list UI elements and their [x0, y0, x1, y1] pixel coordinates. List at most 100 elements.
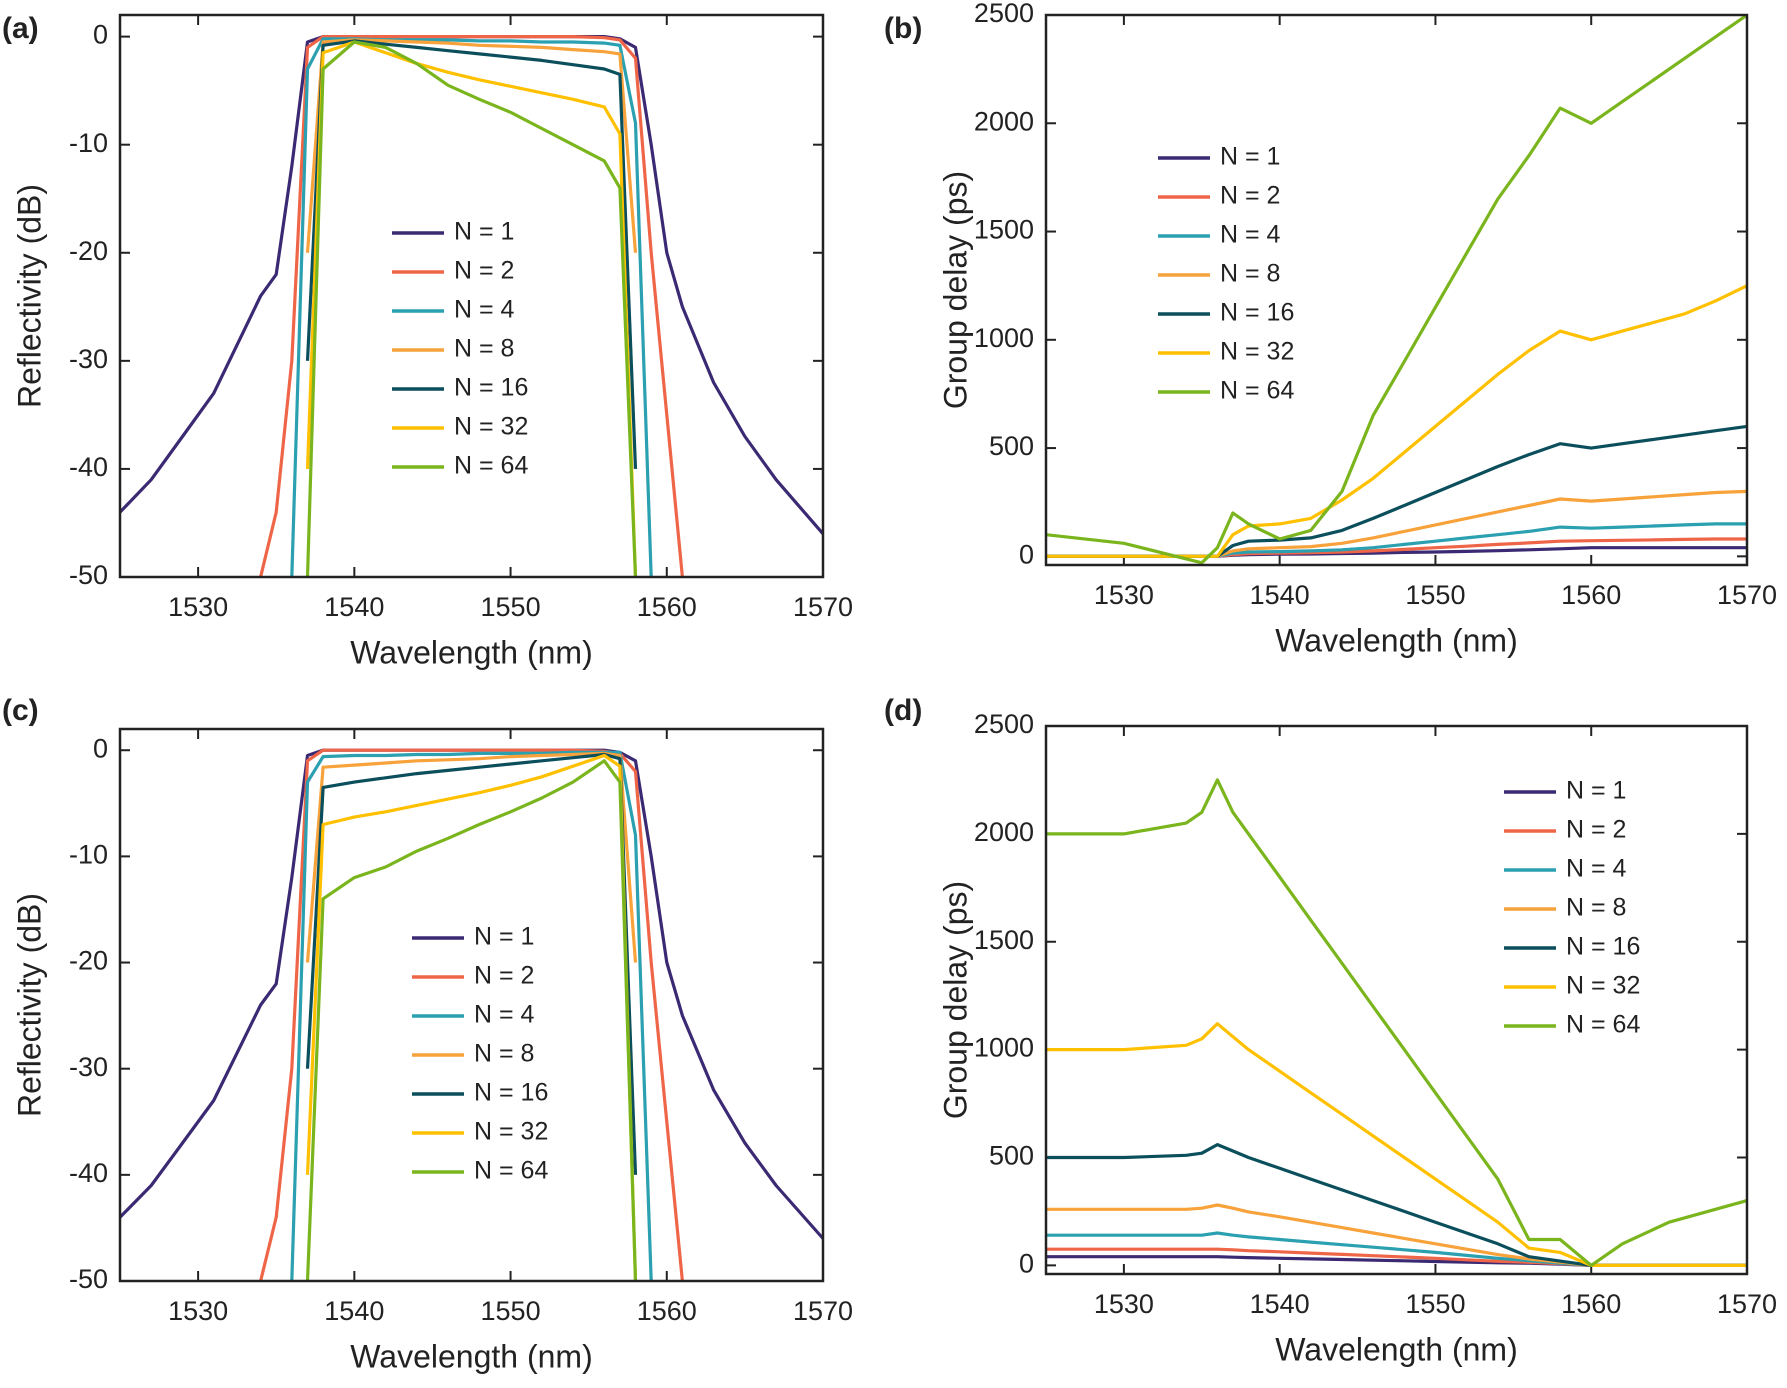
x-tick-label: 1550: [481, 1296, 541, 1326]
plot-frame: [1044, 724, 1749, 1276]
x-tick-label: 1570: [1717, 580, 1777, 610]
y-tick-label: 500: [989, 431, 1034, 461]
panel: (c) 1530 1540 1550 1560 1570 -50 -40 -30 -20 -10 0 W…: [2, 694, 853, 1375]
series-line: [1046, 1143, 1747, 1267]
series-line: [305, 753, 638, 1281]
y-tick-label: 1500: [974, 215, 1034, 245]
series-line: [290, 750, 653, 1281]
x-tick-label: 1550: [1405, 580, 1465, 610]
y-tick-label: -20: [69, 946, 108, 976]
x-tick-label: 1540: [324, 1296, 384, 1326]
legend-label: N = 8: [454, 335, 514, 363]
y-tick-label: -10: [69, 840, 108, 870]
series-group: [1046, 778, 1747, 1267]
y-axis-title: Reflectivity (dB): [11, 893, 47, 1117]
legend-label: N = 32: [474, 1118, 548, 1146]
series-line: [1046, 1022, 1747, 1267]
legend-label: N = 2: [1220, 182, 1280, 210]
y-tick-label: 500: [989, 1141, 1034, 1171]
legend-label: N = 4: [1220, 221, 1281, 249]
y-tick-label: -50: [69, 1264, 108, 1294]
plot-frame: [118, 13, 825, 579]
legend-label: N = 4: [1566, 855, 1627, 883]
panel: (d) 1530 1540 1550 1560 1570 0 500 1000 1500 2000 2…: [884, 694, 1777, 1368]
series-line: [305, 751, 638, 963]
x-tick-label: 1570: [1717, 1289, 1777, 1319]
x-tick-label: 1560: [637, 592, 697, 622]
legend-label: N = 16: [474, 1079, 548, 1107]
panel-label: (b): [884, 12, 922, 45]
y-axis-title: Group delay (ps): [937, 171, 973, 409]
y-tick-label: 0: [1019, 1248, 1034, 1278]
y-tick-label: 0: [1019, 539, 1034, 569]
x-tick-label: 1540: [1250, 580, 1310, 610]
panel: (a) 1530 1540 1550 1560 1570 -50 -40 -30 -20 -10 0 W…: [2, 12, 853, 671]
x-tick-label: 1550: [481, 592, 541, 622]
legend: N = 1 N = 2 N = 4 N = 8 N = 16 N = 32 N = 64: [412, 923, 548, 1185]
y-tick-label: -10: [69, 128, 108, 158]
x-tick-label: 1560: [1561, 1289, 1621, 1319]
legend-label: N = 8: [1220, 260, 1280, 288]
y-tick-label: -30: [69, 344, 108, 374]
series-line: [290, 37, 653, 577]
x-axis-title: Wavelength (nm): [350, 634, 592, 670]
series-line: [259, 748, 684, 1281]
legend-label: N = 2: [1566, 816, 1626, 844]
series-line: [1046, 424, 1747, 558]
legend-label: N = 32: [454, 413, 528, 441]
legend-label: N = 8: [1566, 894, 1626, 922]
y-tick-label: 2500: [974, 0, 1034, 28]
legend: N = 1 N = 2 N = 4 N = 8 N = 16 N = 32 N = 64: [1504, 777, 1640, 1039]
plot-frame: [1044, 13, 1749, 567]
legend-label: N = 16: [1220, 299, 1294, 327]
panel-label: (a): [2, 12, 39, 45]
legend-label: N = 16: [454, 374, 528, 402]
legend: N = 1 N = 2 N = 4 N = 8 N = 16 N = 32 N = 64: [392, 218, 528, 480]
series-line: [1046, 778, 1747, 1267]
panel-label: (c): [2, 694, 39, 727]
y-axis-title: Group delay (ps): [937, 881, 973, 1119]
x-tick-label: 1560: [1561, 580, 1621, 610]
x-axis-title: Wavelength (nm): [1275, 1331, 1517, 1367]
x-tick-label: 1560: [637, 1296, 697, 1326]
legend-label: N = 4: [454, 296, 515, 324]
legend-label: N = 1: [474, 923, 534, 951]
legend: N = 1 N = 2 N = 4 N = 8 N = 16 N = 32 N = 64: [1158, 143, 1294, 405]
legend-label: N = 64: [1566, 1011, 1640, 1039]
y-tick-label: 2000: [974, 106, 1034, 136]
legend-label: N = 16: [1566, 933, 1640, 961]
y-tick-label: -40: [69, 1158, 108, 1188]
y-tick-label: 2500: [974, 709, 1034, 739]
y-axis-title: Reflectivity (dB): [11, 184, 47, 408]
legend-label: N = 64: [474, 1157, 548, 1185]
y-tick-label: 1000: [974, 323, 1034, 353]
y-tick-label: -30: [69, 1052, 108, 1082]
x-tick-label: 1530: [1094, 1289, 1154, 1319]
x-tick-label: 1540: [1250, 1289, 1310, 1319]
legend-label: N = 32: [1220, 338, 1294, 366]
legend-label: N = 1: [1220, 143, 1280, 171]
x-tick-label: 1530: [168, 1296, 228, 1326]
legend-label: N = 4: [474, 1001, 535, 1029]
y-tick-label: 0: [93, 733, 108, 763]
legend-label: N = 32: [1566, 972, 1640, 1000]
x-tick-label: 1570: [793, 592, 853, 622]
x-tick-label: 1530: [168, 592, 228, 622]
y-tick-label: 2000: [974, 817, 1034, 847]
legend-label: N = 64: [1220, 377, 1294, 405]
x-axis-title: Wavelength (nm): [1275, 622, 1517, 658]
series-line: [305, 40, 638, 577]
legend-label: N = 8: [474, 1040, 534, 1068]
y-tick-label: 1000: [974, 1033, 1034, 1063]
y-tick-label: -50: [69, 560, 108, 590]
series-line: [259, 35, 684, 577]
series-group: [120, 748, 823, 1281]
legend-label: N = 64: [454, 452, 528, 480]
legend-label: N = 2: [454, 257, 514, 285]
series-line: [1046, 15, 1747, 565]
series-line: [305, 39, 638, 469]
series-group: [120, 35, 823, 577]
y-tick-label: -40: [69, 452, 108, 482]
series-line: [120, 748, 823, 1240]
